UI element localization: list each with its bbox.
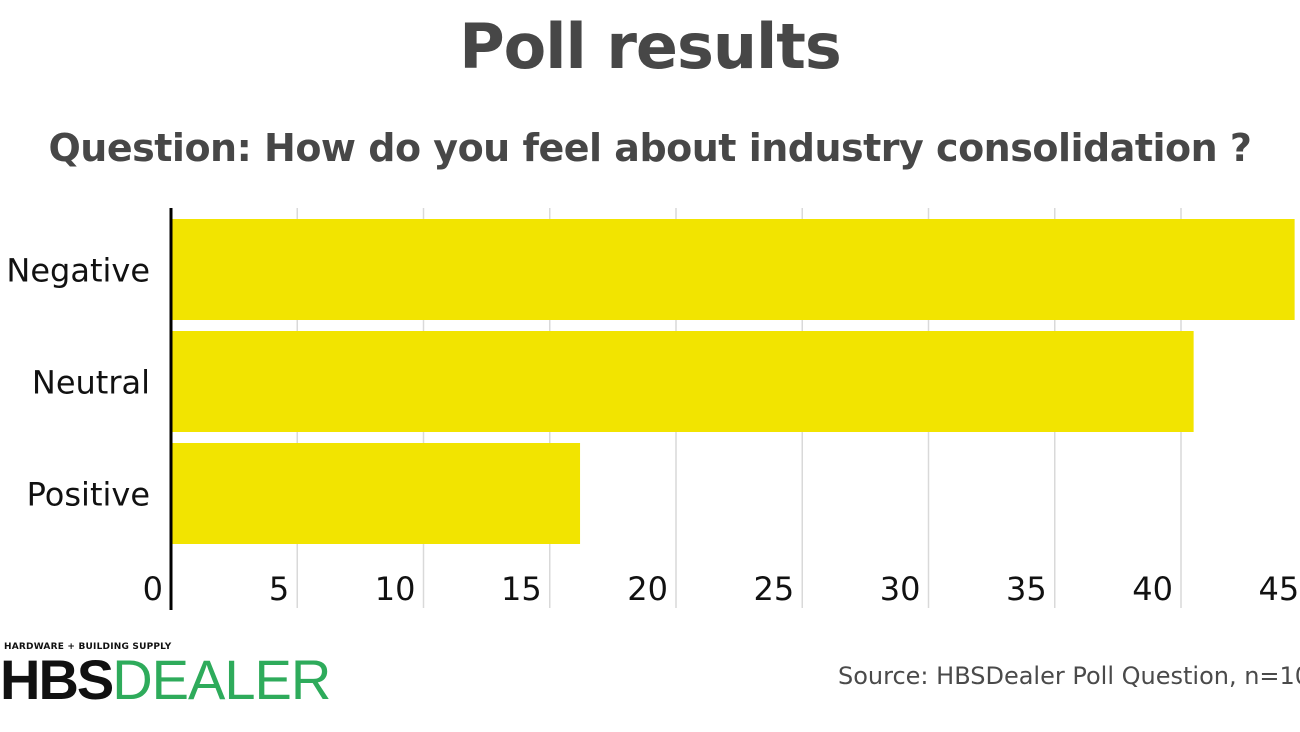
x-tick-label-15: 15 xyxy=(501,570,542,608)
x-tick-label-40: 40 xyxy=(1132,570,1173,608)
x-tick-label-10: 10 xyxy=(375,570,416,608)
logo-wordmark: HBSDEALER xyxy=(0,648,331,712)
chart-title: Poll results xyxy=(459,10,842,83)
source-note: Source: HBSDealer Poll Question, n=105 xyxy=(838,662,1300,690)
category-label-negative: Negative xyxy=(6,252,150,290)
category-label-neutral: Neutral xyxy=(32,364,150,402)
x-tick-label-30: 30 xyxy=(880,570,921,608)
category-label-positive: Positive xyxy=(27,476,150,514)
x-tick-label-25: 25 xyxy=(754,570,795,608)
logo-tagline: HARDWARE + BUILDING SUPPLY xyxy=(4,642,172,652)
bar-chart: Negative Neutral Positive 0 5 10 15 20 25 30 35 40 4… xyxy=(6,208,1300,610)
logo-hbs: HBS xyxy=(0,648,114,711)
bar-positive xyxy=(171,443,581,544)
logo-dealer: DEALER xyxy=(112,648,331,711)
x-tick-label-35: 35 xyxy=(1006,570,1047,608)
x-tick-label-45: 45 xyxy=(1259,570,1300,608)
hbsdealer-logo: HARDWARE + BUILDING SUPPLY HBSDEALER xyxy=(0,642,340,712)
x-tick-label-20: 20 xyxy=(627,570,668,608)
chart-subtitle: Question: How do you feel about industry… xyxy=(48,126,1252,170)
bar-negative xyxy=(171,219,1295,320)
bar-neutral xyxy=(171,331,1194,432)
x-tick-label-0: 0 xyxy=(143,570,163,608)
x-tick-label-5: 5 xyxy=(269,570,289,608)
